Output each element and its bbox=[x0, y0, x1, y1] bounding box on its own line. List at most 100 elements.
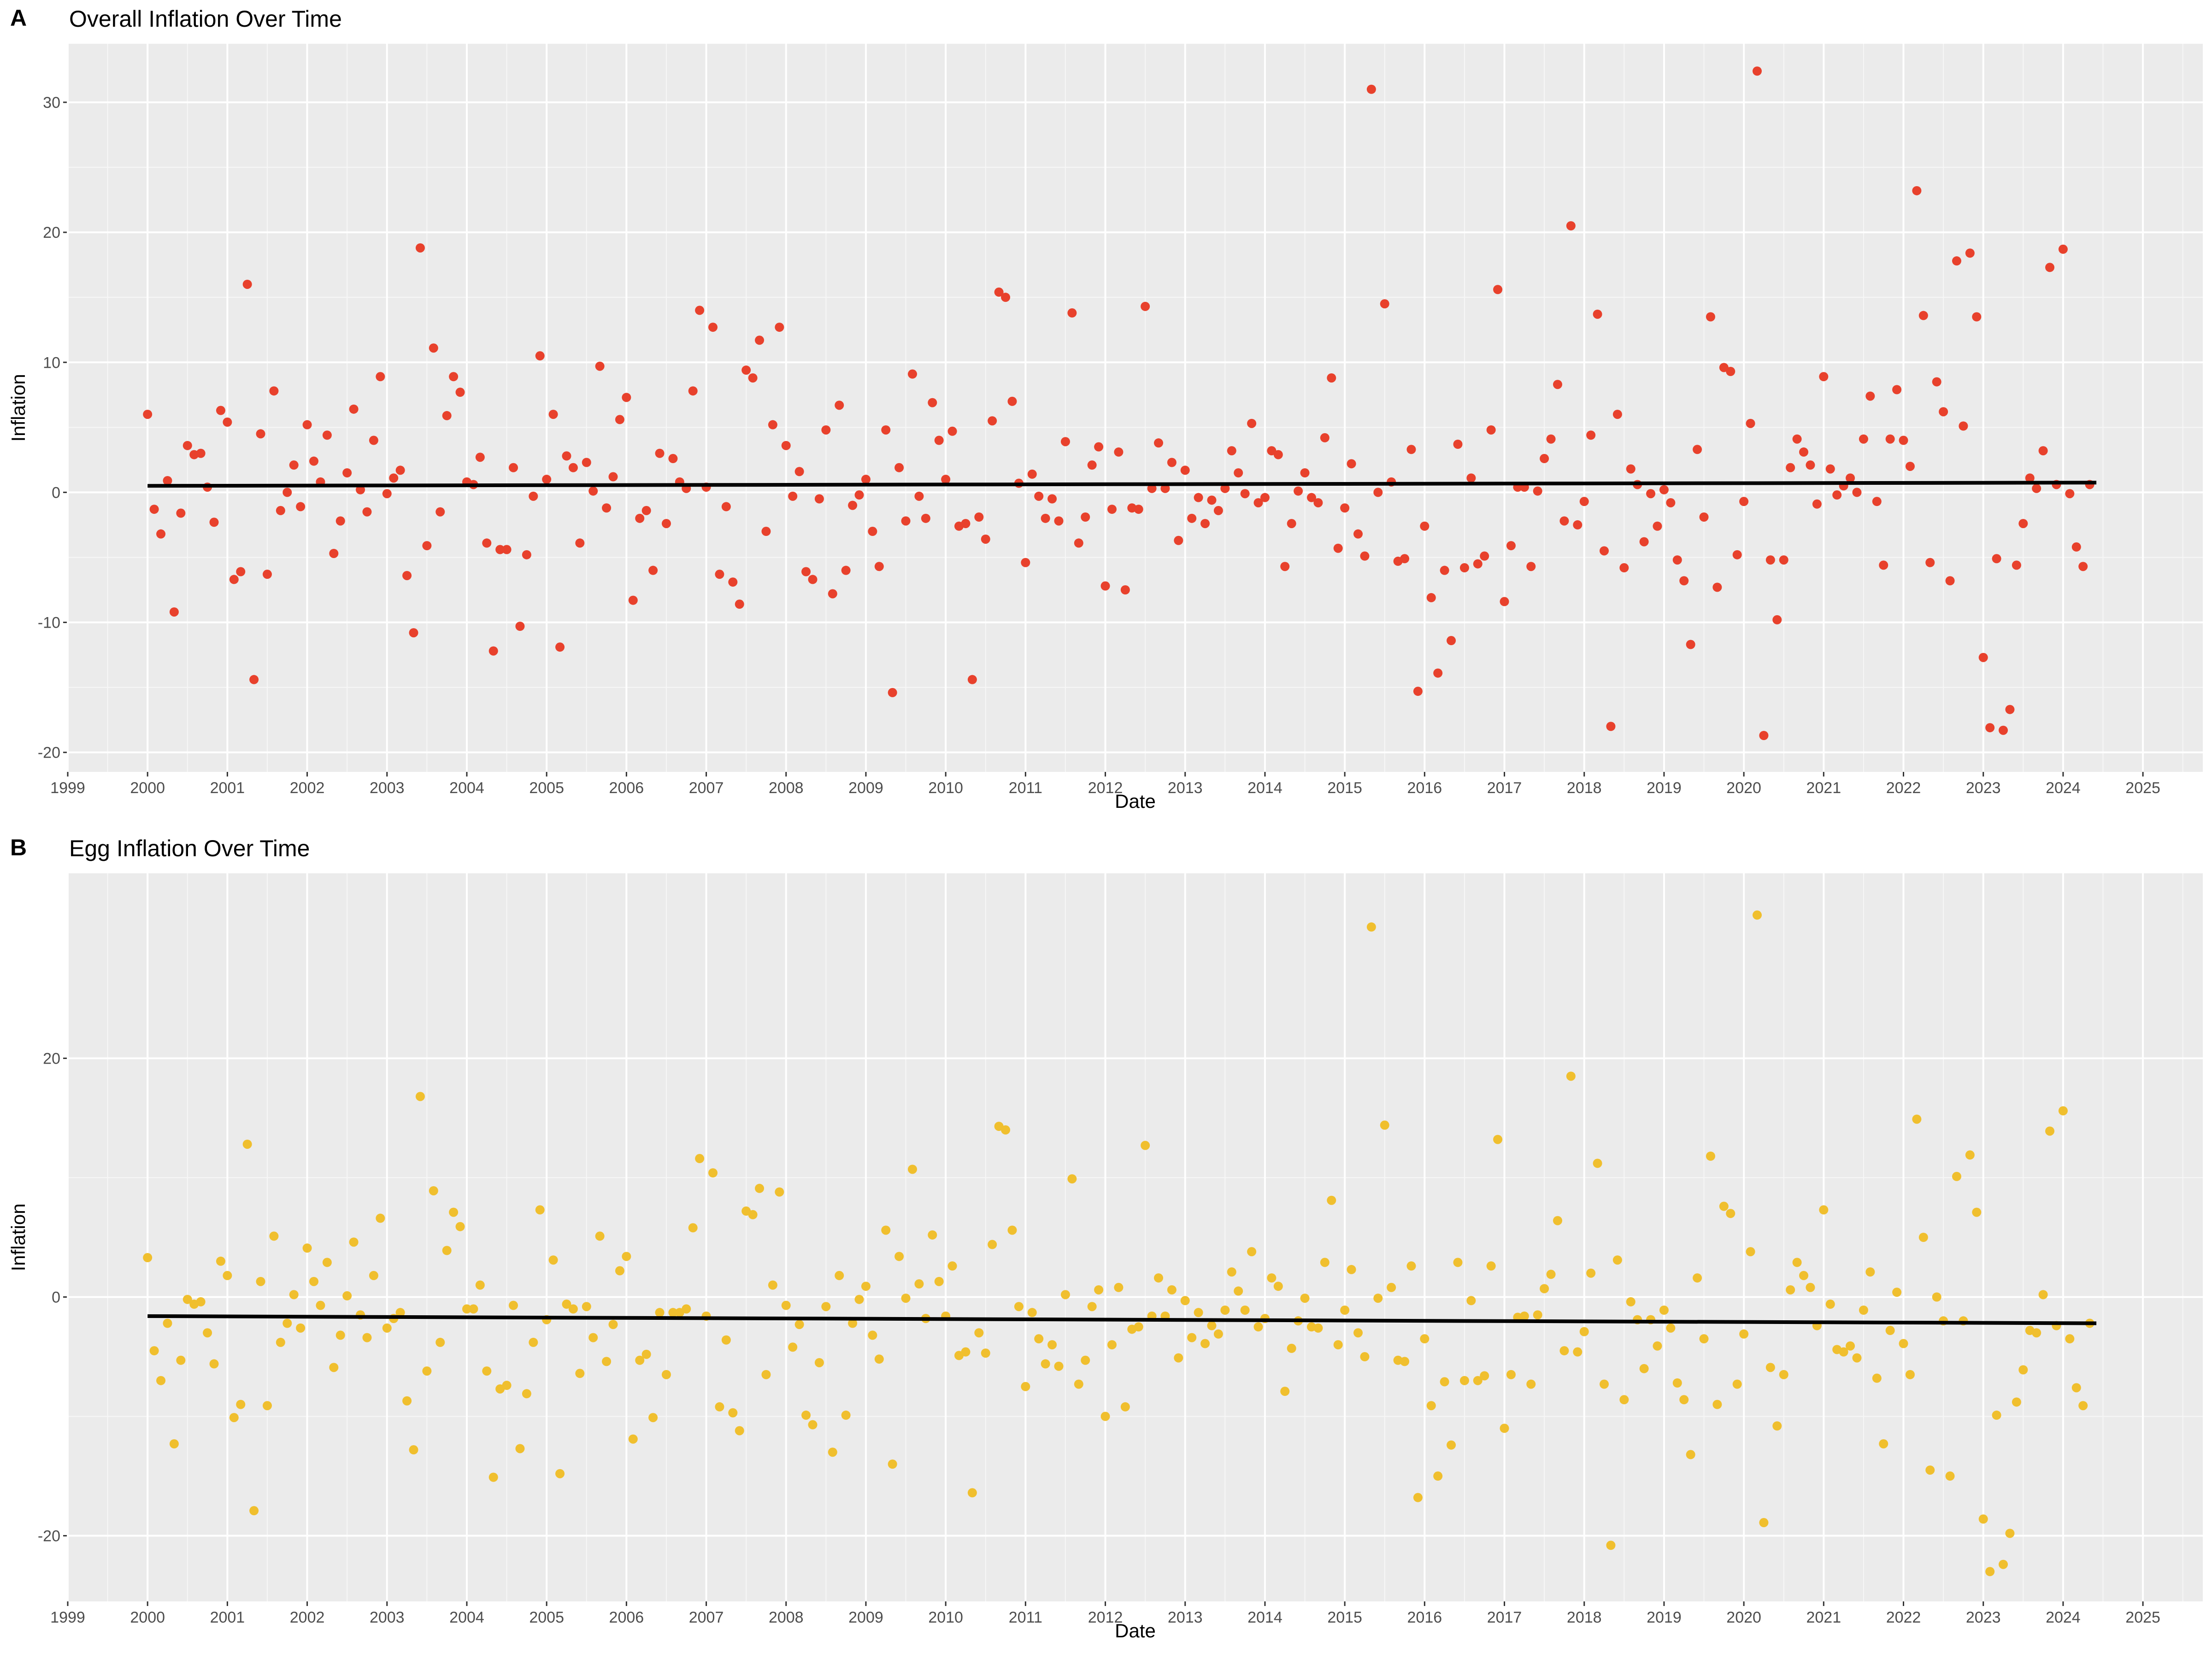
data-point bbox=[1187, 513, 1197, 523]
data-point bbox=[422, 1366, 432, 1376]
data-point bbox=[781, 441, 791, 450]
data-point bbox=[655, 1308, 665, 1318]
data-point bbox=[1992, 1410, 2001, 1420]
data-point bbox=[1227, 446, 1236, 456]
data-point bbox=[1054, 516, 1064, 526]
data-point bbox=[1806, 460, 1815, 470]
data-point bbox=[1732, 1379, 1742, 1389]
x-tick-label: 2002 bbox=[290, 779, 325, 797]
data-point bbox=[1094, 442, 1104, 452]
data-point bbox=[276, 1337, 285, 1347]
x-tick-label: 2021 bbox=[1806, 779, 1841, 797]
data-point bbox=[1879, 1439, 1888, 1449]
data-point bbox=[1639, 537, 1649, 547]
data-point bbox=[156, 529, 166, 539]
x-tick-label: 2011 bbox=[1009, 779, 1042, 797]
data-point bbox=[1706, 1151, 1715, 1161]
x-tick-label: 2015 bbox=[1327, 1609, 1362, 1626]
data-point bbox=[1612, 410, 1622, 419]
data-point bbox=[1213, 506, 1223, 515]
data-point bbox=[1120, 1402, 1130, 1412]
data-point bbox=[163, 1318, 172, 1328]
y-tick-label: 20 bbox=[43, 224, 60, 241]
data-point bbox=[1027, 1308, 1037, 1318]
data-point bbox=[182, 441, 192, 450]
chart-title-a: Overall Inflation Over Time bbox=[69, 6, 342, 32]
data-point bbox=[482, 538, 492, 548]
x-tick-label: 2001 bbox=[210, 779, 245, 797]
data-point bbox=[615, 1266, 624, 1276]
data-point bbox=[1486, 1261, 1496, 1271]
data-point bbox=[648, 1413, 658, 1423]
x-tick-label: 2000 bbox=[130, 1609, 165, 1626]
chart-title-b: Egg Inflation Over Time bbox=[69, 835, 310, 861]
data-point bbox=[1021, 558, 1030, 567]
data-point bbox=[848, 500, 858, 510]
data-point bbox=[861, 1282, 871, 1291]
data-point bbox=[1333, 543, 1343, 553]
data-point bbox=[1167, 1285, 1177, 1294]
data-point bbox=[1107, 505, 1117, 514]
data-point bbox=[974, 512, 984, 522]
data-point bbox=[615, 415, 624, 424]
data-point bbox=[442, 1246, 452, 1255]
data-point bbox=[169, 607, 179, 617]
data-point bbox=[808, 1420, 818, 1430]
data-point bbox=[1141, 301, 1150, 311]
data-point bbox=[1712, 582, 1722, 592]
data-point bbox=[1267, 446, 1277, 456]
data-point bbox=[967, 675, 977, 684]
data-point bbox=[1646, 489, 1656, 499]
data-point bbox=[974, 1328, 984, 1338]
data-point bbox=[1526, 562, 1536, 571]
data-point bbox=[1287, 519, 1296, 529]
data-point bbox=[1992, 554, 2001, 564]
data-point bbox=[2012, 1397, 2021, 1407]
data-point bbox=[1220, 1306, 1230, 1315]
x-tick-label: 2010 bbox=[928, 1609, 963, 1626]
data-point bbox=[1041, 513, 1050, 523]
data-point bbox=[356, 485, 365, 494]
data-point bbox=[509, 463, 518, 472]
x-tick-label: 2005 bbox=[529, 779, 564, 797]
data-point bbox=[1433, 668, 1443, 678]
y-tick-label: -10 bbox=[38, 614, 60, 632]
data-point bbox=[888, 1459, 897, 1469]
data-point bbox=[2078, 562, 2088, 571]
data-point bbox=[1519, 1311, 1529, 1321]
data-point bbox=[994, 287, 1004, 297]
data-point bbox=[302, 420, 312, 429]
data-point bbox=[608, 472, 618, 482]
data-point bbox=[728, 577, 738, 587]
data-point bbox=[914, 1279, 924, 1289]
data-point bbox=[1180, 1296, 1190, 1306]
data-point bbox=[2012, 560, 2021, 570]
data-point bbox=[1945, 1471, 1955, 1481]
data-point bbox=[794, 467, 804, 477]
data-point bbox=[928, 398, 937, 407]
x-tick-label: 2016 bbox=[1407, 779, 1442, 797]
data-point bbox=[1879, 560, 1888, 570]
data-point bbox=[1360, 551, 1370, 561]
data-point bbox=[515, 622, 525, 631]
data-point bbox=[1134, 1322, 1143, 1332]
data-point bbox=[1194, 1308, 1203, 1318]
data-point bbox=[1819, 372, 1829, 382]
data-point bbox=[1406, 445, 1416, 454]
data-point bbox=[1693, 445, 1702, 454]
data-point bbox=[1426, 593, 1436, 602]
data-point bbox=[741, 365, 751, 375]
data-point bbox=[1227, 1267, 1236, 1277]
data-point bbox=[1865, 391, 1875, 401]
data-point bbox=[1719, 363, 1729, 372]
y-axis-title: Inflation bbox=[7, 1203, 29, 1271]
data-point bbox=[907, 1165, 917, 1174]
data-point bbox=[1846, 473, 1855, 483]
data-point bbox=[728, 1408, 738, 1418]
data-point bbox=[788, 491, 798, 501]
data-point bbox=[641, 1349, 651, 1359]
data-point bbox=[369, 1271, 378, 1280]
data-point bbox=[1779, 555, 1788, 565]
x-tick-label: 2023 bbox=[1966, 1609, 2001, 1626]
data-point bbox=[967, 1488, 977, 1498]
